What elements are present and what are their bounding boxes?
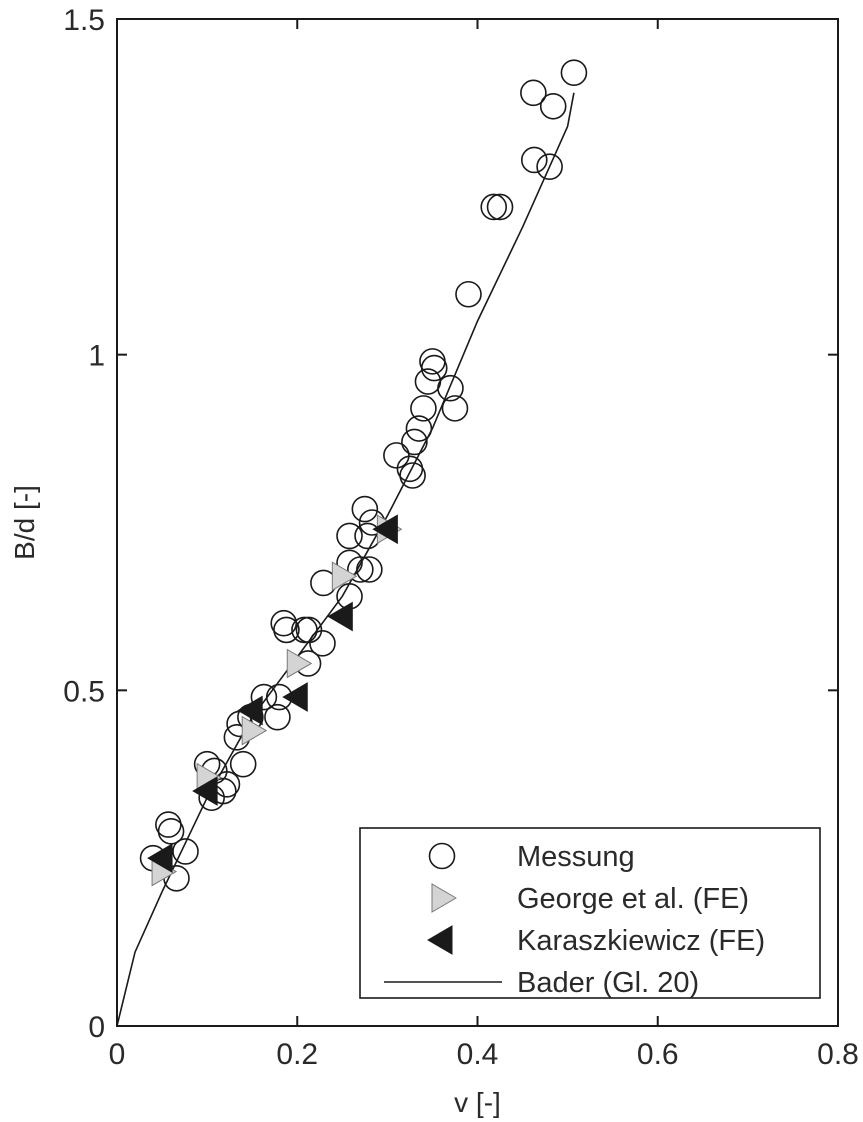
x-tick-label: 0.2 — [276, 1038, 318, 1071]
data-point — [441, 395, 469, 422]
data-point — [356, 556, 383, 583]
data-point — [399, 462, 426, 489]
data-point — [172, 838, 199, 865]
data-point — [347, 556, 374, 583]
data-point — [229, 750, 257, 778]
data-point — [295, 616, 323, 644]
data-point — [192, 776, 218, 806]
data-point — [437, 374, 464, 402]
data-point — [273, 616, 300, 644]
data-point — [520, 146, 548, 174]
x-tick-label: 0.6 — [637, 1038, 679, 1071]
y-tick-label: 0.5 — [63, 675, 105, 708]
data-point — [520, 79, 547, 107]
x-tick-label: 0 — [109, 1038, 126, 1071]
x-tick-label: 0.8 — [817, 1038, 859, 1071]
legend-label: George et al. (FE) — [517, 883, 749, 915]
data-point — [536, 153, 563, 180]
data-point — [480, 193, 508, 221]
axis-labels: 0 0.2 0.4 0.6 0.8 0 0.5 1 1.5 v [-] B/d [-] — [9, 4, 859, 1118]
legend: Messung George et al. (FE) Karaszkiewicz (… — [359, 827, 821, 999]
x-tick-label: 0.4 — [457, 1038, 499, 1071]
data-point — [147, 843, 173, 874]
legend-box — [359, 827, 821, 999]
data-point — [383, 442, 410, 469]
x-axis-label: v [-] — [454, 1087, 501, 1118]
y-tick-label: 1 — [88, 340, 105, 373]
series-line-bader — [116, 92, 575, 1027]
legend-swatch-marker — [427, 925, 453, 955]
data-point — [309, 630, 336, 657]
legend-label: Karaszkiewicz (FE) — [517, 925, 765, 957]
legend-swatch-marker — [431, 883, 457, 913]
data-point — [351, 495, 379, 523]
y-tick-label: 1.5 — [63, 4, 105, 37]
data-point — [401, 428, 428, 456]
data-layer — [116, 59, 588, 1027]
data-point — [282, 682, 308, 712]
series-2 — [147, 514, 398, 874]
data-point — [237, 695, 263, 726]
data-point — [250, 683, 278, 711]
data-point — [410, 395, 437, 422]
data-point — [336, 522, 363, 550]
data-point — [157, 818, 185, 845]
data-point — [241, 715, 268, 746]
data-point — [486, 193, 514, 221]
data-point — [264, 703, 291, 731]
y-tick-label: 0 — [88, 1011, 105, 1044]
data-point — [539, 92, 567, 120]
data-point — [455, 280, 482, 308]
legend-swatch-marker — [428, 842, 456, 870]
data-point — [560, 59, 588, 87]
data-point — [372, 514, 398, 545]
data-point — [331, 561, 358, 592]
legend-label: Messung — [517, 841, 635, 873]
axis-ticks — [116, 18, 839, 1027]
data-point — [286, 648, 313, 679]
data-point — [405, 415, 433, 442]
data-point — [327, 601, 353, 632]
y-axis-label: B/d [-] — [9, 485, 40, 560]
data-point — [420, 354, 448, 382]
legend-label: Bader (Gl. 20) — [517, 967, 699, 999]
